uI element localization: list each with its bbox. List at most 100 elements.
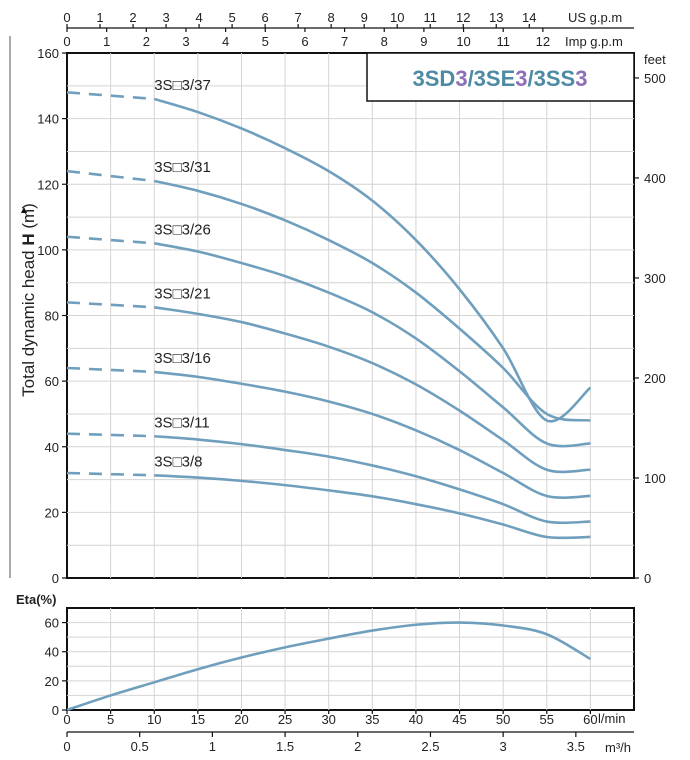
us-gpm-tick-label: 11	[423, 10, 437, 25]
lmin-tick-label: 35	[365, 712, 379, 727]
m3h-tick-label: 2.5	[421, 739, 439, 754]
curve-dashed-segment	[66, 366, 155, 374]
curve-dashed-segment	[66, 91, 155, 101]
head-tick-label: 100	[37, 243, 59, 258]
m3h-tick-label: 0	[63, 739, 70, 754]
chart-title: 3SD3/3SE3/3SS3	[413, 66, 588, 91]
title-part: /3SE	[468, 66, 516, 91]
imp-gpm-label: Imp g.p.m	[565, 34, 623, 49]
head-tick-label: 0	[52, 571, 59, 586]
us-gpm-tick-label: 13	[489, 10, 503, 25]
imp-gpm-tick-label: 9	[420, 34, 427, 49]
m3h-tick-label: 2	[354, 739, 361, 754]
head-tick-label: 60	[45, 374, 59, 389]
us-gpm-tick-label: 3	[162, 10, 169, 25]
lmin-tick-label: 30	[321, 712, 335, 727]
curve-dashed-segment	[66, 432, 155, 438]
feet-label: feet	[644, 52, 666, 67]
curve-label: 3S□3/21	[154, 285, 211, 302]
eta-tick-label: 0	[52, 703, 59, 718]
lmin-tick-label: 20	[234, 712, 248, 727]
us-gpm-ticks: 0 1 2 3 4 5 6 7 8 9 10 11 12 13 14	[63, 10, 537, 28]
imp-gpm-tick-label: 11	[496, 34, 510, 49]
head-y-axis-label: Total dynamic head H (m)	[19, 203, 38, 397]
m3h-unit-label: m³/h	[605, 740, 631, 755]
head-tick-label: 160	[37, 46, 59, 61]
head-tick-label: 120	[37, 177, 59, 192]
lmin-tick-label: 15	[191, 712, 205, 727]
feet-tick-label: 300	[644, 271, 666, 286]
lmin-tick-label: 50	[496, 712, 510, 727]
feet-tick-label: 0	[644, 571, 651, 586]
head-tick-label: 80	[45, 309, 59, 324]
head-tick-label: 40	[45, 440, 59, 455]
curve-label: 3S□3/8	[154, 453, 202, 470]
imp-gpm-tick-label: 3	[182, 34, 189, 49]
eta-axis-label: Eta(%)	[16, 592, 56, 607]
curve-label: 3S□3/37	[154, 77, 211, 94]
lmin-tick-label: 40	[409, 712, 423, 727]
curve-dashed-segment	[66, 471, 155, 477]
curve-solid-segment	[153, 97, 592, 423]
m3h-tick-label: 0.5	[131, 739, 149, 754]
imp-gpm-tick-label: 2	[143, 34, 150, 49]
eta-tick-label: 40	[45, 645, 59, 660]
curve-dashed-segment	[66, 301, 155, 309]
us-gpm-tick-label: 0	[63, 10, 70, 25]
curve-solid-segment	[153, 242, 591, 448]
us-gpm-tick-label: 12	[456, 10, 470, 25]
curve-label: 3S□3/31	[154, 159, 211, 176]
lmin-tick-label: 55	[540, 712, 554, 727]
lmin-tick-label: 10	[147, 712, 161, 727]
us-gpm-tick-label: 9	[361, 10, 368, 25]
feet-tick-label: 100	[644, 471, 666, 486]
imp-gpm-ticks: 0 1 2 3 4 5 6 7 8 9 10 11 12	[63, 28, 550, 49]
us-gpm-tick-label: 10	[390, 10, 404, 25]
eta-curve	[66, 621, 592, 712]
us-gpm-tick-label: 5	[228, 10, 235, 25]
curve-solid-segment	[154, 473, 591, 540]
m3h-x-ticks: 0 0.5 1 1.5 2 2.5 3 3.5	[63, 732, 585, 754]
imp-gpm-tick-label: 7	[341, 34, 348, 49]
m3h-tick-label: 1.5	[276, 739, 294, 754]
head-curves: 3S□3/37 3S□3/31 3S□3/26 3S□3/21 3S□3/16 3S□3/…	[66, 77, 592, 540]
m3h-tick-label: 3	[500, 739, 507, 754]
lmin-tick-label: 60	[583, 712, 597, 727]
imp-gpm-tick-label: 12	[536, 34, 550, 49]
imp-gpm-tick-label: 4	[222, 34, 229, 49]
feet-tick-label: 400	[644, 171, 666, 186]
curve-label: 3S□3/11	[154, 414, 210, 431]
imp-gpm-tick-label: 6	[301, 34, 308, 49]
imp-gpm-tick-label: 1	[103, 34, 110, 49]
us-gpm-tick-label: 6	[262, 10, 269, 25]
lmin-tick-label: 25	[278, 712, 292, 727]
imp-gpm-tick-label: 8	[381, 34, 388, 49]
curve-label: 3S□3/16	[154, 350, 211, 367]
m3h-tick-label: 3.5	[567, 739, 585, 754]
head-tick-label: 140	[37, 112, 59, 127]
title-part: /3SS	[528, 66, 576, 91]
feet-tick-label: 200	[644, 371, 666, 386]
eta-plot-frame	[66, 607, 635, 711]
imp-gpm-tick-label: 5	[262, 34, 269, 49]
us-gpm-label: US g.p.m	[568, 10, 622, 25]
lmin-unit-label: l/min	[598, 711, 625, 726]
lmin-tick-label: 45	[452, 712, 466, 727]
lmin-tick-label: 0	[63, 712, 70, 727]
imp-gpm-tick-label: 10	[456, 34, 470, 49]
eta-y-ticks: 0 20 40 60	[45, 616, 67, 718]
title-part: 3	[455, 66, 467, 91]
head-grid	[67, 53, 634, 578]
us-gpm-tick-label: 14	[522, 10, 536, 25]
title-part: 3	[575, 66, 587, 91]
title-part: 3SD	[413, 66, 456, 91]
curve-solid-segment	[154, 434, 591, 525]
title-box	[366, 52, 635, 102]
curve-dashed-segment	[66, 235, 155, 245]
curve-dashed-segment	[66, 169, 155, 183]
title-part: 3	[515, 66, 527, 91]
m3h-tick-label: 1	[209, 739, 216, 754]
lmin-tick-label: 5	[107, 712, 114, 727]
eta-grid	[67, 608, 634, 710]
